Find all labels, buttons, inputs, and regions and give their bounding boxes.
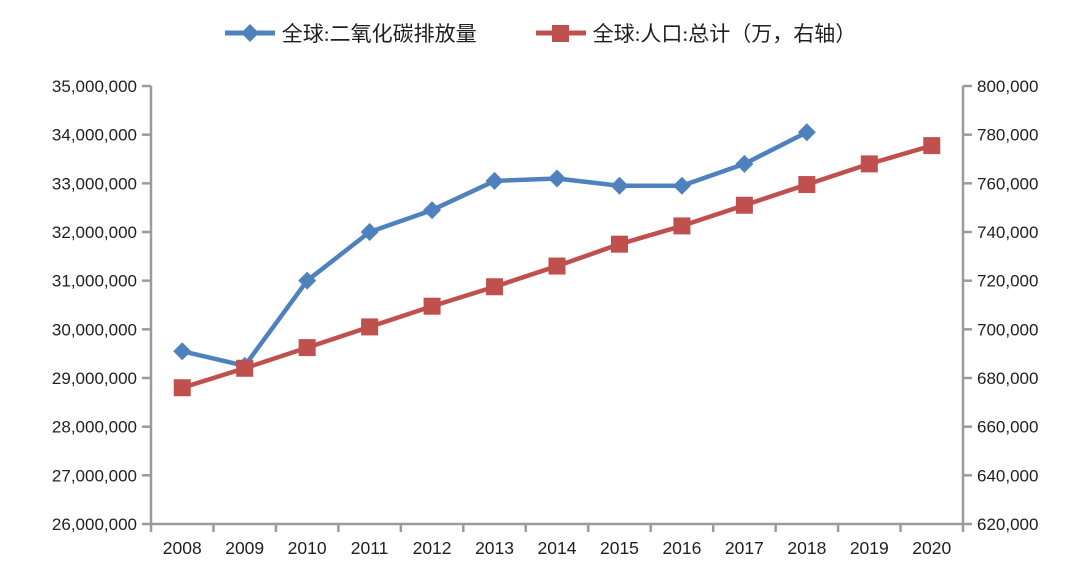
- x-axis-category-label: 2009: [225, 538, 264, 558]
- data-point-marker: [735, 196, 753, 214]
- data-point-marker: [236, 359, 254, 377]
- left-axis-tick-label: 31,000,000: [52, 272, 137, 291]
- data-point-marker: [610, 235, 628, 253]
- left-axis-tick-label: 30,000,000: [52, 320, 137, 339]
- data-point-marker: [173, 379, 191, 397]
- right-axis-tick-label: 800,000: [977, 77, 1038, 96]
- data-point-marker: [610, 176, 629, 195]
- chart-legend: 全球:二氧化碳排放量 全球:人口:总计（万，右轴）: [0, 18, 1080, 48]
- legend-item-co2-emissions: 全球:二氧化碳排放量: [224, 18, 477, 48]
- line-square-marker-icon: [535, 25, 586, 42]
- right-axis-tick-label: 700,000: [977, 320, 1038, 339]
- series-line-diamond: [179, 129, 810, 369]
- x-axis-category-label: 2018: [787, 538, 826, 558]
- x-axis-category-label: 2012: [413, 538, 452, 558]
- left-axis-tick-label: 34,000,000: [52, 126, 137, 145]
- right-axis-tick-label: 780,000: [977, 126, 1038, 145]
- data-point-marker: [673, 217, 691, 235]
- data-point-marker: [298, 271, 317, 290]
- x-axis-category-label: 2020: [912, 538, 951, 558]
- line-diamond-marker-icon: [224, 24, 275, 42]
- data-point-marker: [923, 137, 941, 155]
- data-point-marker: [360, 223, 379, 241]
- x-axis-category-label: 2014: [538, 538, 577, 558]
- left-axis-tick-label: 26,000,000: [52, 515, 137, 534]
- x-axis-category-label: 2013: [475, 538, 514, 558]
- data-point-marker: [798, 176, 816, 194]
- left-axis-tick-label: 35,000,000: [52, 77, 137, 96]
- data-point-marker: [735, 154, 754, 173]
- data-point-marker: [298, 339, 316, 357]
- data-point-marker: [797, 123, 816, 142]
- right-axis-tick-label: 660,000: [977, 418, 1038, 437]
- x-axis-category-label: 2008: [163, 538, 202, 558]
- right-axis-tick-label: 760,000: [977, 174, 1038, 193]
- data-point-marker: [548, 169, 566, 188]
- legend-label-population: 全球:人口:总计（万，右轴）: [592, 22, 857, 46]
- right-axis-tick-label: 720,000: [977, 272, 1038, 291]
- x-axis-category-label: 2011: [351, 538, 389, 558]
- x-axis-category-label: 2010: [288, 538, 327, 558]
- right-axis-tick-label: 740,000: [977, 223, 1038, 242]
- x-axis-category-label: 2016: [662, 538, 701, 558]
- left-axis-tick-label: 28,000,000: [52, 418, 137, 437]
- right-axis-tick-label: 680,000: [977, 369, 1038, 388]
- left-axis-tick-label: 33,000,000: [52, 174, 137, 193]
- data-point-marker: [361, 318, 379, 336]
- data-point-marker: [173, 342, 192, 361]
- left-axis-tick-label: 29,000,000: [52, 369, 137, 388]
- x-axis-category-label: 2019: [850, 538, 889, 558]
- x-axis-category-label: 2017: [725, 538, 764, 558]
- right-axis-tick-label: 640,000: [977, 466, 1038, 485]
- legend-item-population: 全球:人口:总计（万，右轴）: [535, 18, 857, 48]
- data-point-marker: [485, 171, 504, 190]
- x-axis-category-label: 2015: [600, 538, 639, 558]
- data-point-marker: [672, 176, 691, 195]
- data-point-marker: [548, 257, 566, 275]
- left-axis-tick-label: 27,000,000: [52, 466, 137, 485]
- left-axis-tick-label: 32,000,000: [52, 223, 137, 242]
- legend-label-co2-emissions: 全球:二氧化碳排放量: [281, 22, 477, 46]
- data-point-marker: [860, 155, 878, 173]
- data-point-marker: [423, 201, 442, 220]
- data-point-marker: [486, 278, 504, 296]
- right-axis-tick-label: 620,000: [977, 515, 1038, 534]
- data-point-marker: [423, 297, 441, 315]
